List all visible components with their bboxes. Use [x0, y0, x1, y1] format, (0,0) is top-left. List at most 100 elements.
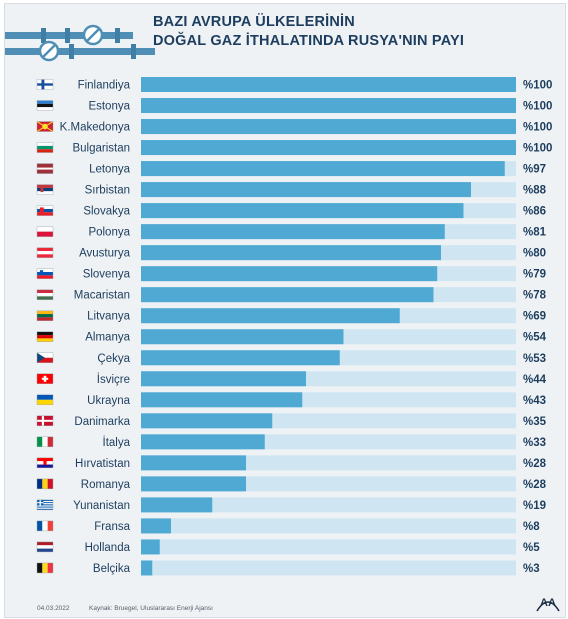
country-flag-icon [36, 163, 54, 174]
country-row: Almanya %54 [36, 329, 547, 345]
bar [141, 119, 516, 135]
country-row: Estonya %100 [36, 98, 552, 114]
bar [141, 518, 171, 534]
bar [141, 224, 445, 240]
bar-track [141, 518, 516, 534]
bar [141, 140, 516, 156]
bar [141, 308, 400, 324]
value-label: %100 [523, 122, 552, 134]
country-flag-icon [36, 394, 54, 405]
country-flag-icon [36, 415, 54, 427]
country-row: Çekya %53 [36, 350, 546, 366]
value-label: %54 [523, 332, 547, 344]
country-row: Belçika %3 [36, 560, 540, 576]
country-flag-icon [36, 541, 54, 553]
country-flag-icon [36, 352, 54, 363]
chart-title: BAZI AVRUPA ÜLKELERİNİN DOĞAL GAZ İTHALA… [153, 13, 563, 51]
country-row: İtalya %33 [36, 434, 546, 450]
category-label: Fransa [94, 521, 130, 533]
value-label: %79 [523, 269, 546, 281]
category-label: Romanya [81, 479, 131, 491]
category-label: Macaristan [74, 290, 130, 302]
bar [141, 434, 265, 450]
country-row: Slovakya %86 [36, 203, 546, 219]
country-row: Ukrayna %43 [36, 392, 546, 408]
category-label: Bulgaristan [72, 143, 130, 155]
bar [141, 287, 434, 303]
bar [141, 98, 516, 114]
bar [141, 161, 505, 177]
bar-track [141, 560, 516, 576]
country-flag-icon [36, 436, 54, 448]
value-label: %78 [523, 290, 547, 302]
category-label: Danimarka [74, 416, 130, 428]
country-flag-icon [36, 310, 54, 321]
bar [141, 455, 246, 471]
bar [141, 245, 441, 261]
country-row: K.Makedonya %100 [36, 119, 552, 135]
country-row: Yunanistan %19 [36, 497, 546, 513]
country-row: Litvanya %69 [36, 308, 546, 324]
category-label: Almanya [85, 332, 130, 344]
infographic-card: BAZI AVRUPA ÜLKELERİNİN DOĞAL GAZ İTHALA… [4, 3, 566, 618]
country-flag-icon [36, 268, 54, 279]
value-label: %33 [523, 437, 546, 449]
category-label: Ukrayna [87, 395, 130, 407]
category-label: Estonya [88, 101, 130, 113]
category-label: Hırvatistan [75, 458, 130, 470]
category-label: Çekya [97, 353, 130, 365]
bar [141, 329, 344, 345]
bar [141, 77, 516, 92]
value-label: %28 [523, 479, 547, 491]
footer-date: 04.03.2022 [37, 605, 70, 612]
category-label: İsviçre [97, 373, 130, 386]
category-label: K.Makedonya [60, 122, 131, 134]
category-label: Sırbistan [85, 185, 130, 197]
category-label: Finlandiya [78, 80, 131, 92]
country-flag-icon [36, 478, 54, 490]
bar [141, 476, 246, 492]
bar [141, 350, 340, 366]
bar [141, 497, 213, 513]
country-row: Danimarka %35 [36, 413, 547, 429]
value-label: %100 [523, 101, 552, 113]
title-line-2: DOĞAL GAZ İTHALATINDA RUSYA'NIN PAYI [153, 33, 465, 49]
country-flag-icon [36, 79, 54, 90]
country-flag-icon [36, 247, 54, 258]
bar-chart: Finlandiya %100 Estonya %100 K.Makedonya %100… [36, 77, 552, 576]
country-row: Macaristan %78 [36, 287, 547, 303]
country-row: Sırbistan %88 [36, 182, 547, 198]
country-flag-icon [36, 100, 54, 111]
value-label: %35 [523, 416, 547, 428]
category-label: Slovenya [83, 269, 131, 281]
country-flag-icon [36, 121, 54, 132]
category-label: Yunanistan [73, 500, 130, 512]
value-label: %100 [523, 80, 552, 92]
bar [141, 560, 153, 576]
country-flag-icon [36, 226, 54, 237]
bar [141, 371, 306, 387]
bar [141, 539, 160, 555]
country-flag-icon [36, 289, 54, 300]
header: BAZI AVRUPA ÜLKELERİNİN DOĞAL GAZ İTHALA… [5, 4, 565, 74]
category-label: Litvanya [87, 311, 130, 323]
value-label: %97 [523, 164, 546, 176]
country-row: Avusturya %80 [36, 245, 546, 261]
category-label: Polonya [88, 227, 130, 239]
title-line-1: BAZI AVRUPA ÜLKELERİNİN [153, 14, 355, 30]
value-label: %19 [523, 500, 546, 512]
value-label: %86 [523, 206, 546, 218]
country-row: Bulgaristan %100 [36, 140, 552, 156]
value-label: %3 [523, 563, 540, 575]
footer-source: Kaynak: Bruegel, Uluslararası Enerji Aja… [89, 605, 213, 612]
category-label: Letonya [89, 164, 131, 176]
country-row: Polonya %81 [36, 224, 547, 240]
country-row: Letonya %97 [36, 161, 546, 177]
value-label: %8 [523, 521, 540, 533]
country-flag-icon [36, 331, 54, 342]
category-label: Avusturya [79, 248, 131, 260]
country-flag-icon [36, 520, 54, 532]
aa-logo-text: AA [540, 597, 556, 609]
country-row: Romanya %28 [36, 476, 547, 492]
value-label: %44 [523, 374, 547, 386]
